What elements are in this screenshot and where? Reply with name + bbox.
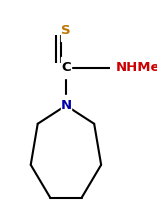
Text: S: S (61, 24, 71, 37)
Text: C: C (61, 61, 71, 74)
Bar (61, 95, 71, 116)
Text: NHMe: NHMe (115, 61, 157, 74)
Text: N: N (60, 99, 71, 112)
Bar (114, 57, 157, 78)
Bar (61, 57, 71, 78)
Bar (61, 20, 71, 41)
